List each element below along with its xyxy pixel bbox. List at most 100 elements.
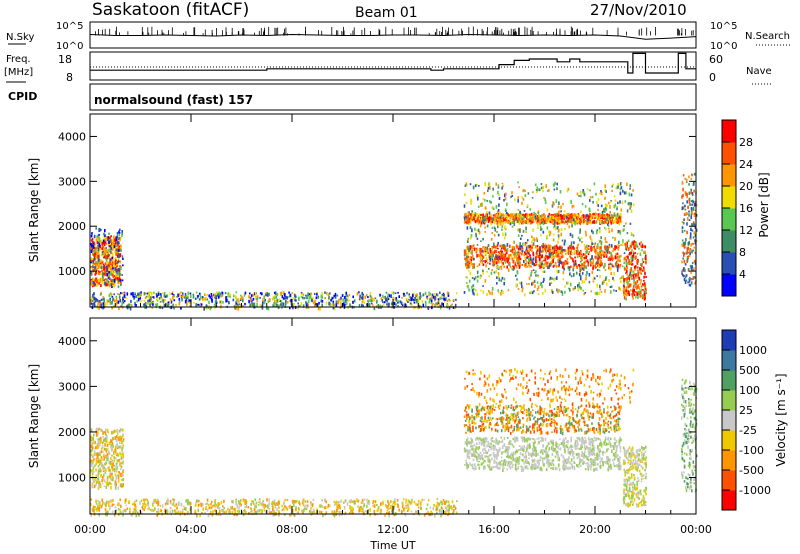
echo-cell	[431, 306, 433, 310]
echo-cell	[591, 217, 594, 219]
echo-cell	[94, 305, 97, 308]
echo-cell	[110, 485, 112, 490]
echo-cell	[413, 301, 416, 304]
echo-cell	[592, 258, 594, 262]
echo-cell	[120, 437, 123, 440]
echo-cell	[500, 214, 503, 217]
echo-cell	[601, 251, 603, 255]
echo-cell	[683, 259, 686, 264]
echo-cell	[542, 245, 544, 249]
echo-cell	[645, 276, 647, 279]
echo-cell	[489, 251, 492, 254]
echo-cell	[566, 221, 569, 226]
echo-cell	[464, 253, 467, 257]
echo-cell	[346, 294, 349, 297]
echo-cell	[510, 195, 512, 198]
echo-cell	[114, 283, 116, 287]
echo-cell	[119, 254, 121, 258]
echo-cell	[256, 302, 258, 307]
echo-cell	[589, 212, 591, 216]
echo-cell	[570, 199, 572, 203]
colorbar-swatch	[722, 120, 736, 143]
echo-cell	[197, 304, 200, 306]
echo-cell	[580, 194, 582, 198]
echo-cell	[468, 264, 471, 268]
echo-cell	[616, 268, 619, 272]
echo-cell	[543, 214, 545, 217]
echo-cell	[497, 217, 500, 220]
echo-cell	[102, 274, 104, 278]
echo-cell	[111, 306, 114, 310]
echo-cell	[549, 231, 552, 235]
echo-cell	[509, 220, 511, 224]
echo-cell	[622, 275, 624, 279]
echo-cell	[591, 229, 593, 233]
echo-cell	[123, 292, 126, 295]
echo-cell	[96, 267, 98, 272]
echo-cell	[571, 246, 573, 249]
echo-cell	[560, 219, 563, 224]
echo-cell	[262, 298, 264, 302]
echo-cell	[542, 221, 544, 224]
echo-cell	[307, 303, 309, 306]
echo-cell	[603, 208, 605, 213]
echo-cell	[537, 248, 540, 251]
echo-cell	[114, 486, 117, 490]
echo-cell	[465, 260, 467, 262]
echo-cell	[603, 265, 605, 269]
echo-cell	[472, 185, 475, 190]
echo-cell	[103, 272, 105, 275]
echo-cell	[534, 264, 537, 267]
echo-cell	[146, 292, 149, 295]
echo-cell	[531, 291, 534, 295]
echo-cell	[100, 302, 103, 305]
echo-cell	[532, 228, 534, 232]
echo-cell	[601, 281, 604, 285]
echo-cell	[331, 303, 334, 306]
echo-cell	[692, 207, 695, 211]
echo-cell	[574, 249, 577, 253]
echo-cell	[558, 211, 560, 215]
echo-cell	[521, 216, 524, 219]
echo-cell	[572, 205, 575, 208]
echo-cell	[289, 507, 291, 510]
echo-cell	[101, 250, 104, 254]
echo-cell	[469, 256, 472, 259]
echo-cell	[172, 303, 174, 307]
echo-cell	[684, 280, 687, 285]
echo-cell	[640, 295, 642, 298]
echo-cell	[92, 477, 95, 482]
echo-cell	[595, 221, 597, 224]
echo-cell	[504, 220, 507, 224]
echo-cell	[422, 303, 425, 307]
echo-cell	[326, 292, 328, 296]
echo-cell	[119, 299, 121, 303]
echo-cell	[581, 267, 584, 270]
echo-cell	[688, 255, 691, 257]
echo-cell	[539, 249, 542, 252]
echo-cell	[99, 462, 102, 465]
cpid-label: CPID	[8, 90, 37, 103]
echo-cell	[112, 258, 115, 261]
echo-cell	[98, 281, 100, 285]
echo-cell	[544, 219, 547, 223]
echo-cell	[398, 295, 400, 299]
echo-cell	[640, 290, 642, 295]
echo-cell	[113, 455, 115, 459]
echo-cell	[505, 192, 507, 196]
echo-cell	[528, 264, 530, 266]
echo-cell	[104, 229, 106, 233]
echo-cell	[349, 507, 352, 511]
echo-cell	[592, 231, 594, 235]
echo-cell	[305, 306, 308, 310]
echo-cell	[495, 255, 497, 259]
echo-cell	[521, 234, 523, 237]
echo-cell	[115, 302, 118, 306]
echo-cell	[237, 307, 240, 311]
echo-cell	[345, 300, 348, 304]
echo-cell	[552, 184, 555, 187]
echo-cell	[586, 218, 589, 222]
echo-cell	[411, 293, 414, 298]
echo-cell	[576, 250, 578, 254]
echo-cell	[99, 300, 101, 303]
